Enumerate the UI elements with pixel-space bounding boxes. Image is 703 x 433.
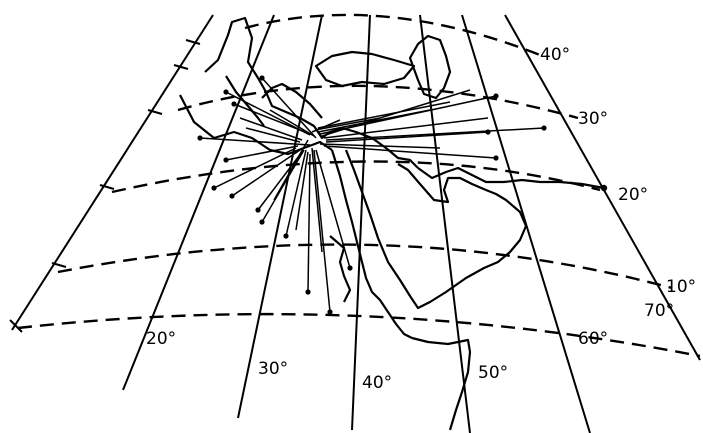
track <box>257 151 303 211</box>
meridian-50e <box>419 14 471 433</box>
parallel-0 <box>17 312 701 358</box>
tick <box>173 64 189 70</box>
track-endpoint <box>327 309 333 315</box>
latitude-labels: 40° 30° 20° 10° <box>540 45 696 297</box>
latitude-label-10: 10° <box>666 277 696 297</box>
track <box>307 153 311 293</box>
track-endpoint <box>223 157 229 163</box>
tick <box>9 319 23 333</box>
track <box>269 109 315 137</box>
meridian-40e <box>351 14 371 431</box>
tick <box>147 109 163 115</box>
track-endpoint <box>493 155 499 161</box>
coast-red-sea-west <box>330 149 413 339</box>
tick <box>99 184 115 190</box>
coast-africa-horn <box>411 336 472 431</box>
track <box>295 151 309 231</box>
meridian-10e <box>11 14 214 331</box>
track-endpoint <box>600 184 608 192</box>
parallel-20n <box>111 160 601 194</box>
track <box>319 143 441 149</box>
track <box>261 77 317 139</box>
track <box>245 127 301 143</box>
longitude-label-50: 50° <box>478 363 508 383</box>
track-endpoint <box>259 219 265 225</box>
longitude-label-20: 20° <box>146 329 176 349</box>
track-endpoint <box>305 289 311 295</box>
graticule-parallels <box>17 13 701 358</box>
meridian-20e <box>122 14 275 391</box>
coast-europe-mediterranean <box>204 16 419 169</box>
longitude-label-40: 40° <box>362 373 392 393</box>
track-endpoint <box>231 101 237 107</box>
track <box>239 117 303 141</box>
track-endpoint <box>541 125 547 131</box>
track <box>199 137 311 146</box>
coast-east-africa-interior <box>329 235 352 303</box>
coast-arabia <box>344 149 528 310</box>
track <box>323 117 489 139</box>
track <box>261 149 305 223</box>
track <box>273 139 309 201</box>
track-endpoint <box>259 75 265 81</box>
coast-north-africa <box>179 94 333 156</box>
coast-caspian-black-sea <box>314 34 452 100</box>
track <box>313 149 331 313</box>
parallel-10n <box>57 243 673 290</box>
latitude-label-40: 40° <box>540 45 570 65</box>
track <box>213 147 297 189</box>
track <box>233 103 306 133</box>
parallel-40n <box>244 13 541 57</box>
track <box>325 131 489 143</box>
track <box>225 145 299 161</box>
tick <box>185 39 201 45</box>
migration-tracks <box>199 77 545 313</box>
track <box>311 147 323 253</box>
track-endpoints <box>197 75 608 315</box>
track-endpoint <box>283 233 289 239</box>
tick <box>51 262 67 268</box>
track <box>317 101 451 129</box>
coast-persian-gulf-iran <box>417 166 605 190</box>
meridian-30e <box>237 14 323 419</box>
track-endpoint <box>229 193 235 199</box>
longitude-label-70: 70° <box>644 301 674 321</box>
track-endpoint <box>347 265 353 271</box>
track <box>231 149 301 197</box>
track <box>315 149 351 269</box>
track <box>325 127 545 141</box>
tick-marks <box>9 39 201 333</box>
track-endpoint <box>493 93 499 99</box>
track-endpoint <box>197 135 203 141</box>
latitude-label-20: 20° <box>618 185 648 205</box>
parallel-30n <box>177 84 579 120</box>
graticule-meridians <box>11 14 701 433</box>
track <box>323 145 497 159</box>
latitude-label-30: 30° <box>578 109 608 129</box>
track-endpoint <box>211 185 217 191</box>
longitude-label-60: 60° <box>578 329 608 349</box>
coast-italy-balkans <box>225 75 323 127</box>
track-endpoint <box>485 129 491 135</box>
track-endpoint <box>255 207 261 213</box>
longitude-labels: 20° 30° 40° 50° 60° 70° <box>146 301 674 393</box>
coastlines <box>179 16 605 431</box>
track-endpoint <box>223 89 229 95</box>
track <box>285 149 307 237</box>
track <box>314 117 381 131</box>
longitude-label-30: 30° <box>258 359 288 379</box>
